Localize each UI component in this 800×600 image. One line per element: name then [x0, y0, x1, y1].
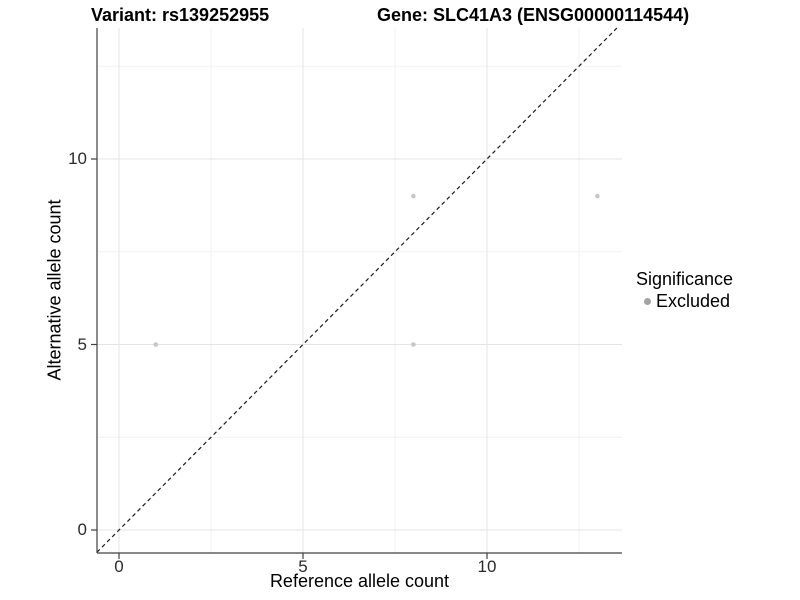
chart-panel — [91, 27, 622, 559]
y-tick-label: 10 — [68, 149, 87, 168]
data-point — [595, 193, 600, 199]
data-point — [411, 193, 416, 199]
x-tick-label: 10 — [477, 557, 497, 576]
x-tick-label: 0 — [114, 557, 124, 576]
legend: Significance Excluded — [636, 269, 733, 312]
gene-title: Gene: SLC41A3 (ENSG00000114544) — [377, 5, 690, 25]
legend-point-icon — [644, 298, 651, 305]
legend-title: Significance — [636, 269, 734, 289]
legend-item-excluded: Excluded — [636, 291, 733, 312]
y-tick-label: 0 — [77, 520, 87, 539]
identity-dashed-line — [96, 27, 618, 553]
variant-title: Variant: rs139252955 — [91, 5, 270, 25]
legend-item-label: Excluded — [656, 291, 731, 311]
data-point — [153, 342, 159, 347]
x-axis-title: Reference allele count — [269, 571, 450, 591]
data-point — [411, 342, 416, 347]
x-tick-label: 5 — [298, 557, 308, 576]
y-tick-label: 5 — [77, 334, 87, 354]
